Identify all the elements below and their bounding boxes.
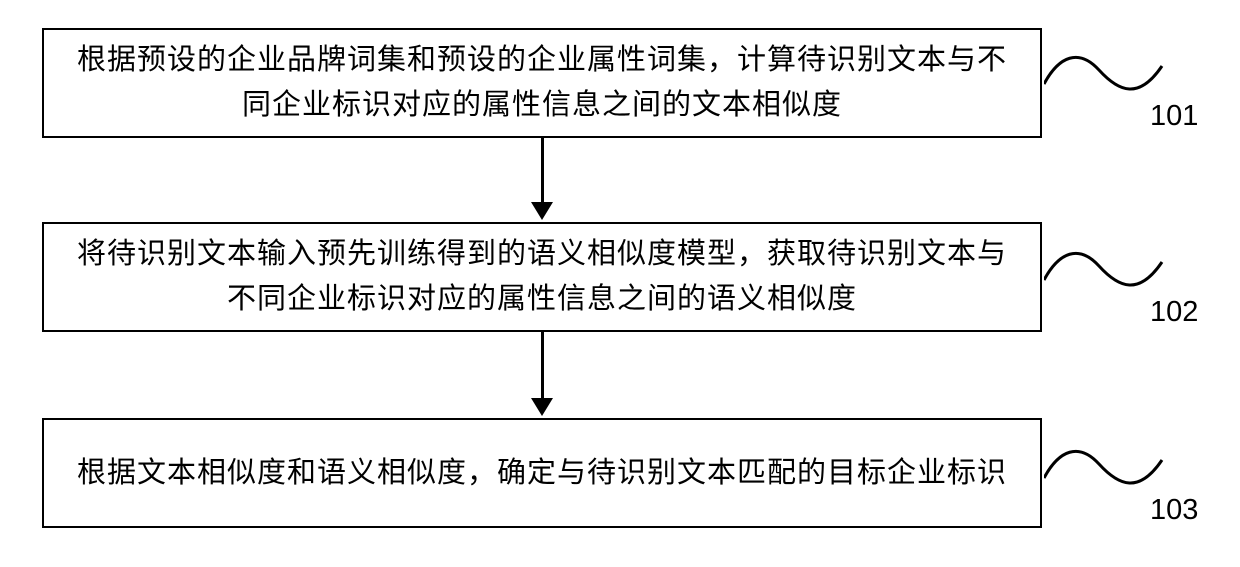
flowchart-canvas: 根据预设的企业品牌词集和预设的企业属性词集，计算待识别文本与不同企业标识对应的属… (0, 0, 1240, 567)
squiggle-connector-103 (1044, 442, 1164, 497)
step-text-101: 根据预设的企业品牌词集和预设的企业属性词集，计算待识别文本与不同企业标识对应的属… (68, 38, 1016, 128)
step-text-103: 根据文本相似度和语义相似度，确定与待识别文本匹配的目标企业标识 (77, 451, 1007, 496)
step-label-103: 103 (1150, 494, 1198, 527)
arrow-line (541, 138, 544, 204)
arrow-102-to-103 (540, 332, 544, 418)
squiggle-connector-101 (1044, 48, 1164, 103)
squiggle-connector-102 (1044, 244, 1164, 299)
step-box-103: 根据文本相似度和语义相似度，确定与待识别文本匹配的目标企业标识 (42, 418, 1042, 528)
arrow-line (541, 332, 544, 400)
step-text-102: 将待识别文本输入预先训练得到的语义相似度模型，获取待识别文本与不同企业标识对应的… (68, 232, 1016, 322)
arrow-head-icon (531, 398, 553, 416)
step-label-101: 101 (1150, 100, 1198, 133)
step-label-102: 102 (1150, 296, 1198, 329)
arrow-head-icon (531, 202, 553, 220)
arrow-101-to-102 (540, 138, 544, 222)
step-box-102: 将待识别文本输入预先训练得到的语义相似度模型，获取待识别文本与不同企业标识对应的… (42, 222, 1042, 332)
step-box-101: 根据预设的企业品牌词集和预设的企业属性词集，计算待识别文本与不同企业标识对应的属… (42, 28, 1042, 138)
